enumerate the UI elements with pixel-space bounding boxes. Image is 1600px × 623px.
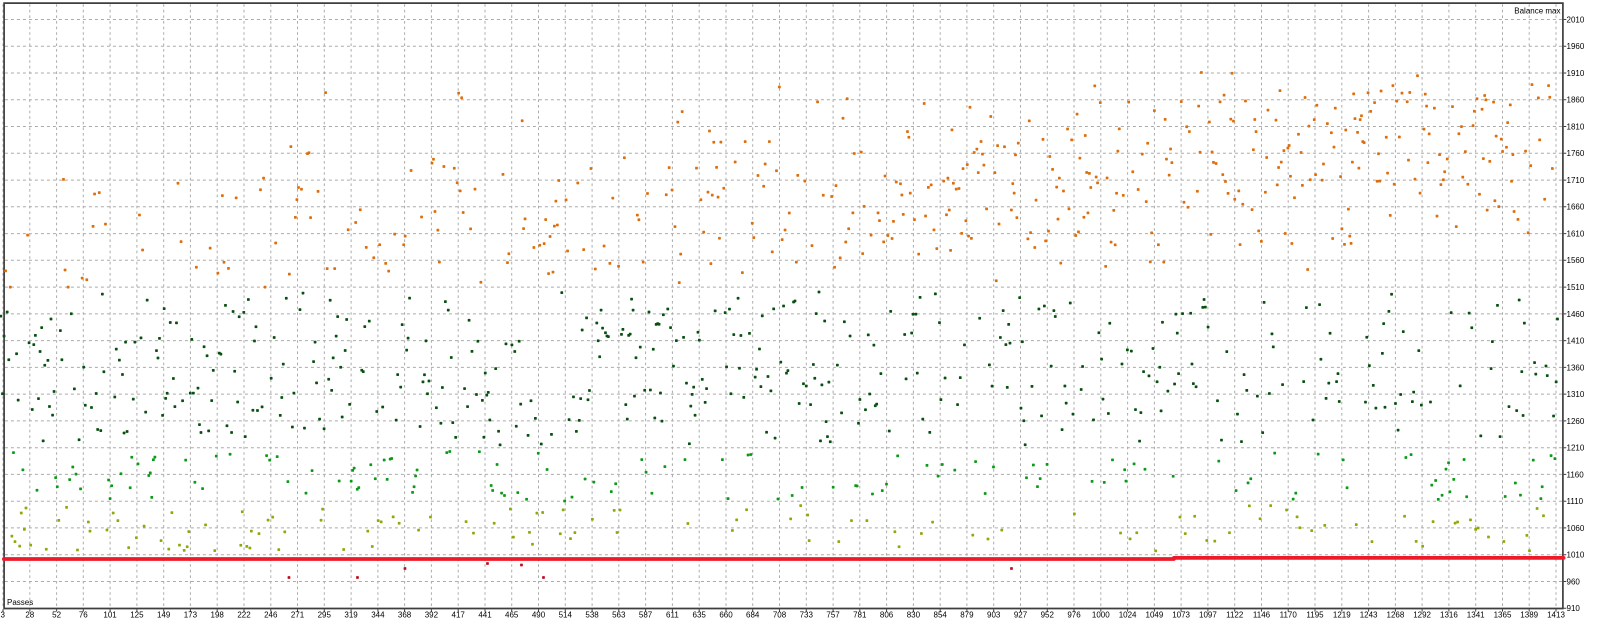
svg-text:854: 854 (934, 611, 948, 620)
svg-text:514: 514 (559, 611, 573, 620)
svg-text:757: 757 (826, 611, 840, 620)
svg-text:222: 222 (237, 611, 251, 620)
svg-text:806: 806 (880, 611, 894, 620)
svg-text:344: 344 (371, 611, 385, 620)
svg-text:1341: 1341 (1467, 611, 1485, 620)
svg-text:1073: 1073 (1172, 611, 1190, 620)
svg-text:1510: 1510 (1567, 283, 1585, 292)
svg-text:903: 903 (987, 611, 1001, 620)
svg-text:927: 927 (1014, 611, 1028, 620)
svg-text:1410: 1410 (1567, 337, 1585, 346)
svg-text:976: 976 (1067, 611, 1081, 620)
svg-text:910: 910 (1567, 604, 1581, 613)
svg-text:952: 952 (1041, 611, 1055, 620)
svg-text:1097: 1097 (1199, 611, 1217, 620)
svg-text:1210: 1210 (1567, 444, 1585, 453)
svg-text:198: 198 (211, 611, 225, 620)
svg-text:295: 295 (318, 611, 332, 620)
svg-text:1389: 1389 (1520, 611, 1538, 620)
svg-text:1243: 1243 (1360, 611, 1378, 620)
svg-text:611: 611 (666, 611, 679, 620)
svg-text:1610: 1610 (1567, 230, 1585, 239)
svg-text:3: 3 (1, 611, 6, 620)
svg-text:173: 173 (184, 611, 198, 620)
svg-text:Balance max: Balance max (1514, 7, 1560, 16)
svg-text:879: 879 (960, 611, 974, 620)
svg-text:1268: 1268 (1387, 611, 1405, 620)
svg-text:1195: 1195 (1306, 611, 1324, 620)
svg-text:101: 101 (103, 611, 117, 620)
svg-text:441: 441 (478, 611, 492, 620)
svg-text:76: 76 (79, 611, 88, 620)
svg-text:960: 960 (1567, 577, 1581, 586)
svg-text:1660: 1660 (1567, 203, 1585, 212)
svg-text:125: 125 (130, 611, 144, 620)
svg-text:587: 587 (639, 611, 653, 620)
svg-text:1910: 1910 (1567, 69, 1585, 78)
svg-text:1146: 1146 (1253, 611, 1271, 620)
svg-text:1413: 1413 (1547, 611, 1565, 620)
svg-text:1010: 1010 (1567, 551, 1585, 560)
svg-text:708: 708 (773, 611, 787, 620)
svg-text:1292: 1292 (1413, 611, 1431, 620)
svg-text:1122: 1122 (1226, 611, 1244, 620)
svg-text:660: 660 (719, 611, 733, 620)
svg-text:246: 246 (264, 611, 278, 620)
svg-text:1049: 1049 (1146, 611, 1164, 620)
svg-text:368: 368 (398, 611, 412, 620)
svg-text:465: 465 (505, 611, 519, 620)
svg-text:635: 635 (693, 611, 707, 620)
svg-text:1170: 1170 (1280, 611, 1298, 620)
svg-text:1000: 1000 (1092, 611, 1110, 620)
svg-text:1710: 1710 (1567, 176, 1585, 185)
svg-text:1024: 1024 (1119, 611, 1137, 620)
svg-text:1810: 1810 (1567, 122, 1585, 131)
svg-text:1219: 1219 (1333, 611, 1351, 620)
svg-text:2010: 2010 (1567, 15, 1585, 24)
svg-text:781: 781 (853, 611, 867, 620)
svg-text:Passes: Passes (7, 598, 33, 607)
svg-text:684: 684 (746, 611, 760, 620)
svg-text:417: 417 (452, 611, 466, 620)
svg-text:149: 149 (157, 611, 171, 620)
svg-text:52: 52 (52, 611, 61, 620)
svg-text:733: 733 (800, 611, 814, 620)
svg-text:1060: 1060 (1567, 524, 1585, 533)
svg-text:1960: 1960 (1567, 42, 1585, 51)
svg-text:1760: 1760 (1567, 149, 1585, 158)
svg-text:1316: 1316 (1440, 611, 1458, 620)
svg-text:490: 490 (532, 611, 546, 620)
svg-text:1365: 1365 (1494, 611, 1512, 620)
svg-text:28: 28 (25, 611, 34, 620)
svg-text:271: 271 (291, 611, 305, 620)
svg-text:1260: 1260 (1567, 417, 1585, 426)
svg-text:1160: 1160 (1567, 470, 1585, 479)
svg-text:1860: 1860 (1567, 96, 1585, 105)
svg-text:563: 563 (612, 611, 626, 620)
svg-text:830: 830 (907, 611, 921, 620)
svg-text:1110: 1110 (1567, 497, 1584, 506)
svg-text:538: 538 (585, 611, 599, 620)
svg-text:1460: 1460 (1567, 310, 1585, 319)
svg-text:1310: 1310 (1567, 390, 1585, 399)
svg-text:392: 392 (425, 611, 439, 620)
svg-text:319: 319 (344, 611, 358, 620)
svg-text:1560: 1560 (1567, 256, 1585, 265)
svg-text:1360: 1360 (1567, 363, 1585, 372)
